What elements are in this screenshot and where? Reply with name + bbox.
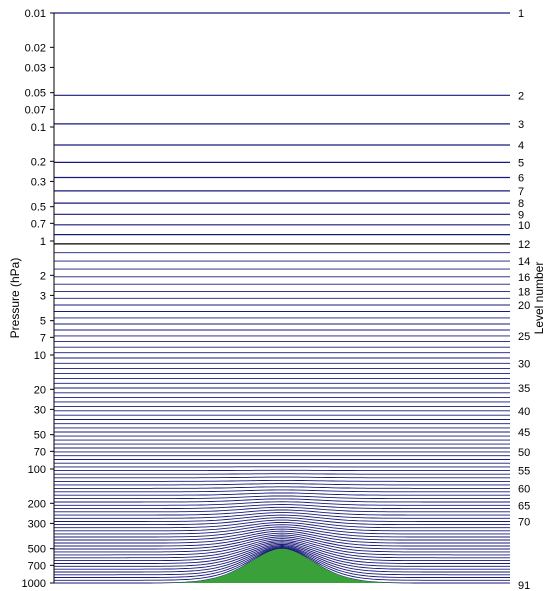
level-line-80 <box>54 536 510 553</box>
level-number-label: 91 <box>518 580 530 591</box>
level-line-71 <box>54 517 510 526</box>
level-number-label: 1 <box>518 8 524 20</box>
level-number-labels: 1234567891012141618202530354045505560657… <box>518 8 530 591</box>
level-line-69 <box>54 512 510 519</box>
level-line-61 <box>54 489 510 493</box>
pressure-tick-label: 500 <box>28 544 46 556</box>
level-line-65 <box>54 501 510 506</box>
level-line-76 <box>54 528 510 541</box>
pressure-tick-label: 0.03 <box>25 62 46 74</box>
level-line-66 <box>54 504 510 510</box>
level-number-label: 2 <box>518 90 524 102</box>
pressure-tick-label: 100 <box>28 464 46 476</box>
level-number-axis-title: Level number <box>532 262 546 335</box>
level-line-78 <box>54 532 510 547</box>
level-line-86 <box>54 545 510 570</box>
terrain-mountain <box>54 548 510 583</box>
level-line-60 <box>54 486 510 489</box>
pressure-tick-label: 0.05 <box>25 88 46 100</box>
level-number-label: 12 <box>518 239 530 251</box>
pressure-tick-label: 50 <box>34 430 46 442</box>
pressure-tick-label: 20 <box>34 384 46 396</box>
pressure-tick-label: 0.02 <box>25 42 46 54</box>
level-line-83 <box>54 541 510 562</box>
level-line-72 <box>54 519 510 529</box>
level-number-label: 18 <box>518 286 530 298</box>
level-line-57 <box>54 476 510 479</box>
level-number-label: 50 <box>518 447 530 459</box>
level-number-label: 5 <box>518 157 524 169</box>
level-number-label: 9 <box>518 209 524 221</box>
level-number-label: 45 <box>518 427 530 439</box>
level-line-73 <box>54 521 510 532</box>
pressure-tick-label: 70 <box>34 446 46 458</box>
pressure-tick-label: 1 <box>40 236 46 248</box>
level-number-label: 10 <box>518 220 530 232</box>
level-line-67 <box>54 506 510 513</box>
pressure-tick-label: 5 <box>40 316 46 328</box>
level-line-62 <box>54 492 510 496</box>
level-number-label: 55 <box>518 466 530 478</box>
model-levels <box>54 12 510 584</box>
pressure-tick-label: 3 <box>40 290 46 302</box>
level-line-74 <box>54 524 510 535</box>
level-line-59 <box>54 483 510 486</box>
level-number-label: 70 <box>518 516 530 528</box>
level-number-label: 3 <box>518 119 524 131</box>
pressure-ticks: 0.01 0.02 0.03 0.05 0.07 0.1 0.2 0.3 0.5 0.7 1 2 3 5 7… <box>22 8 54 590</box>
pressure-tick-label: 0.3 <box>31 176 46 188</box>
level-line-68 <box>54 509 510 516</box>
level-number-label: 60 <box>518 483 530 495</box>
pressure-tick-label: 0.5 <box>31 202 46 214</box>
pressure-tick-label: 30 <box>34 404 46 416</box>
level-line-84 <box>54 542 510 564</box>
level-number-label: 7 <box>518 186 524 198</box>
level-line-88 <box>54 546 510 576</box>
level-line-79 <box>54 534 510 550</box>
pressure-tick-label: 2 <box>40 270 46 282</box>
level-number-label: 25 <box>518 331 530 343</box>
pressure-tick-label: 0.07 <box>25 104 46 116</box>
level-line-77 <box>54 530 510 544</box>
level-number-label: 40 <box>518 406 530 418</box>
pressure-tick-label: 10 <box>34 350 46 362</box>
level-number-label: 14 <box>518 256 530 268</box>
pressure-tick-label: 0.7 <box>31 218 46 230</box>
pressure-tick-label: 0.2 <box>31 156 46 168</box>
level-number-label: 35 <box>518 383 530 395</box>
pressure-tick-label: 0.1 <box>31 122 46 134</box>
level-line-85 <box>54 543 510 567</box>
level-line-82 <box>54 539 510 559</box>
level-line-75 <box>54 526 510 538</box>
level-number-label: 6 <box>518 172 524 184</box>
pressure-tick-label: 300 <box>28 518 46 530</box>
level-line-81 <box>54 538 510 556</box>
pressure-tick-label: 0.01 <box>25 8 46 20</box>
level-line-58 <box>54 479 510 482</box>
pressure-axis-title: Pressure (hPa) <box>8 258 22 339</box>
level-line-87 <box>54 546 510 573</box>
level-number-label: 4 <box>518 140 524 152</box>
pressure-tick-label: 1000 <box>22 578 46 590</box>
level-number-label: 65 <box>518 500 530 512</box>
pressure-tick-label: 700 <box>28 560 46 572</box>
pressure-tick-label: 7 <box>40 332 46 344</box>
level-line-64 <box>54 498 510 503</box>
level-number-label: 16 <box>518 272 530 284</box>
level-number-label: 8 <box>518 198 524 210</box>
level-line-70 <box>54 514 510 522</box>
level-number-label: 30 <box>518 358 530 370</box>
level-number-label: 20 <box>518 300 530 312</box>
level-line-63 <box>54 495 510 500</box>
level-line-56 <box>54 473 510 475</box>
pressure-tick-label: 200 <box>28 498 46 510</box>
